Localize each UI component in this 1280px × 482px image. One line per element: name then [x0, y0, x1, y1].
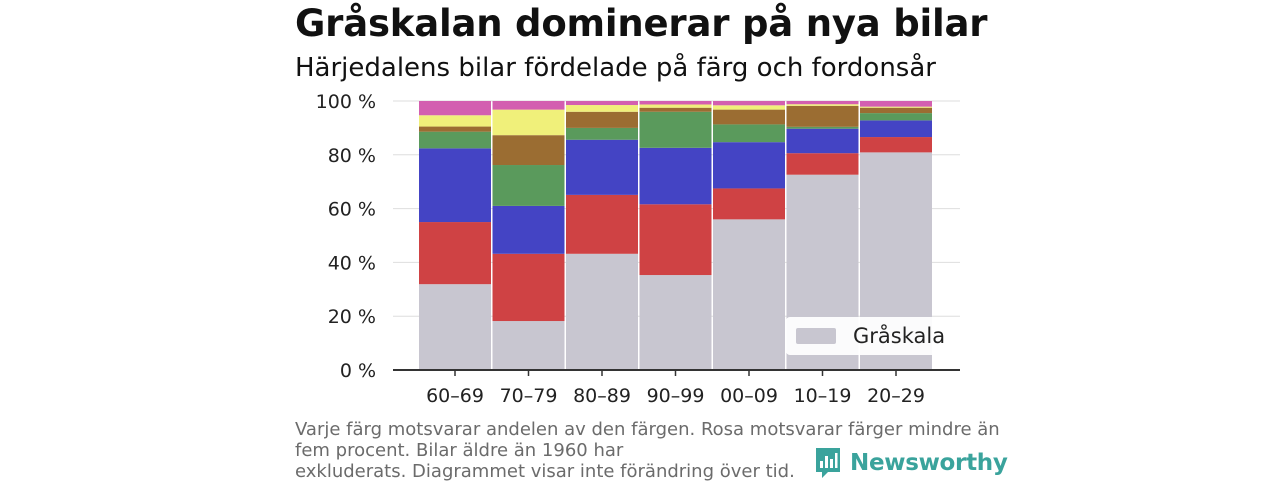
bar-segment [639, 147, 712, 205]
bar-segment [492, 205, 565, 254]
bar-segment [786, 101, 859, 105]
x-tick-label: 90–99 [647, 385, 705, 407]
bar-segment [713, 105, 785, 110]
bar-segment [639, 111, 712, 148]
bar-segment [713, 188, 785, 220]
bar-segment [419, 284, 491, 370]
bar-segment [639, 107, 712, 112]
bar-segment [492, 135, 565, 166]
bar-segment [786, 126, 859, 129]
y-tick-label: 0 % [340, 360, 376, 382]
bar-segment [639, 104, 712, 108]
legend-swatch-graskala [796, 328, 836, 344]
footnote-line: fem procent. Bilar äldre än 1960 har [295, 440, 624, 461]
x-tick-label: 80–89 [573, 385, 631, 407]
bar-segment [713, 219, 785, 370]
bar-segment [492, 165, 565, 206]
bar-segment [713, 142, 785, 189]
bar-segment [419, 222, 491, 285]
y-tick-label: 60 % [328, 199, 376, 221]
bar-segment [492, 101, 565, 110]
bar-segment [419, 115, 491, 127]
bar-segment [786, 104, 859, 106]
bar-segment [419, 101, 491, 116]
bar-segment [492, 321, 565, 370]
bar-segment [492, 109, 565, 136]
bar-segment [786, 153, 859, 175]
bar-segment [639, 101, 712, 105]
bar-segment [786, 128, 859, 154]
x-tick-label: 20–29 [867, 385, 925, 407]
x-axis-ticks: 60–69 70–79 80–89 90–99 00–09 10–19 20–29 [426, 370, 925, 407]
newsworthy-logo-text: Newsworthy [850, 450, 1008, 476]
x-tick-label: 10–19 [794, 385, 852, 407]
bar-segment [713, 124, 785, 143]
bar-segment [492, 253, 565, 322]
bar-segment [860, 107, 932, 114]
chart-subtitle: Härjedalens bilar fördelade på färg och … [295, 53, 936, 83]
bar-segment [860, 113, 932, 121]
bar-segment [713, 109, 785, 125]
newsworthy-logo[interactable]: Newsworthy [814, 446, 1008, 480]
x-tick-label: 60–69 [426, 385, 484, 407]
y-tick-label: 20 % [328, 306, 376, 328]
bar-segment [419, 126, 491, 132]
footnote-line: exkluderats. Diagrammet visar inte förän… [295, 461, 795, 482]
bar-segment [713, 101, 785, 106]
bar-segment [566, 101, 638, 106]
legend-box [786, 317, 942, 355]
footnote-line: Varje färg motsvarar andelen av den färg… [295, 419, 1000, 440]
bar-segment [786, 105, 859, 127]
bar-segment [566, 105, 638, 112]
bar-segment [566, 139, 638, 195]
bar-segment [860, 120, 932, 138]
bar-segment [860, 137, 932, 153]
legend: Gråskala [786, 317, 945, 355]
x-tick-label: 00–09 [720, 385, 778, 407]
bar-segment [566, 127, 638, 140]
bar-segment [566, 111, 638, 128]
bar-segment [639, 275, 712, 370]
y-tick-label: 100 % [316, 91, 376, 113]
bar-segment [639, 204, 712, 276]
legend-label-graskala: Gråskala [853, 323, 945, 348]
bars [419, 101, 932, 370]
bar-segment [566, 194, 638, 254]
x-tick-label: 70–79 [500, 385, 558, 407]
bar-segment [419, 148, 491, 223]
y-tick-label: 80 % [328, 145, 376, 167]
bar-segment [566, 253, 638, 370]
bar-segment [860, 101, 932, 107]
y-axis-ticks: 0 % 20 % 40 % 60 % 80 % 100 % [316, 91, 376, 382]
bar-segment [860, 106, 932, 108]
newsworthy-logo-icon [816, 448, 840, 478]
y-tick-label: 40 % [328, 252, 376, 274]
chart-title: Gråskalan dominerar på nya bilar [295, 2, 988, 45]
bar-segment [419, 131, 491, 149]
footnote: Varje färg motsvarar andelen av den färg… [295, 419, 1000, 482]
